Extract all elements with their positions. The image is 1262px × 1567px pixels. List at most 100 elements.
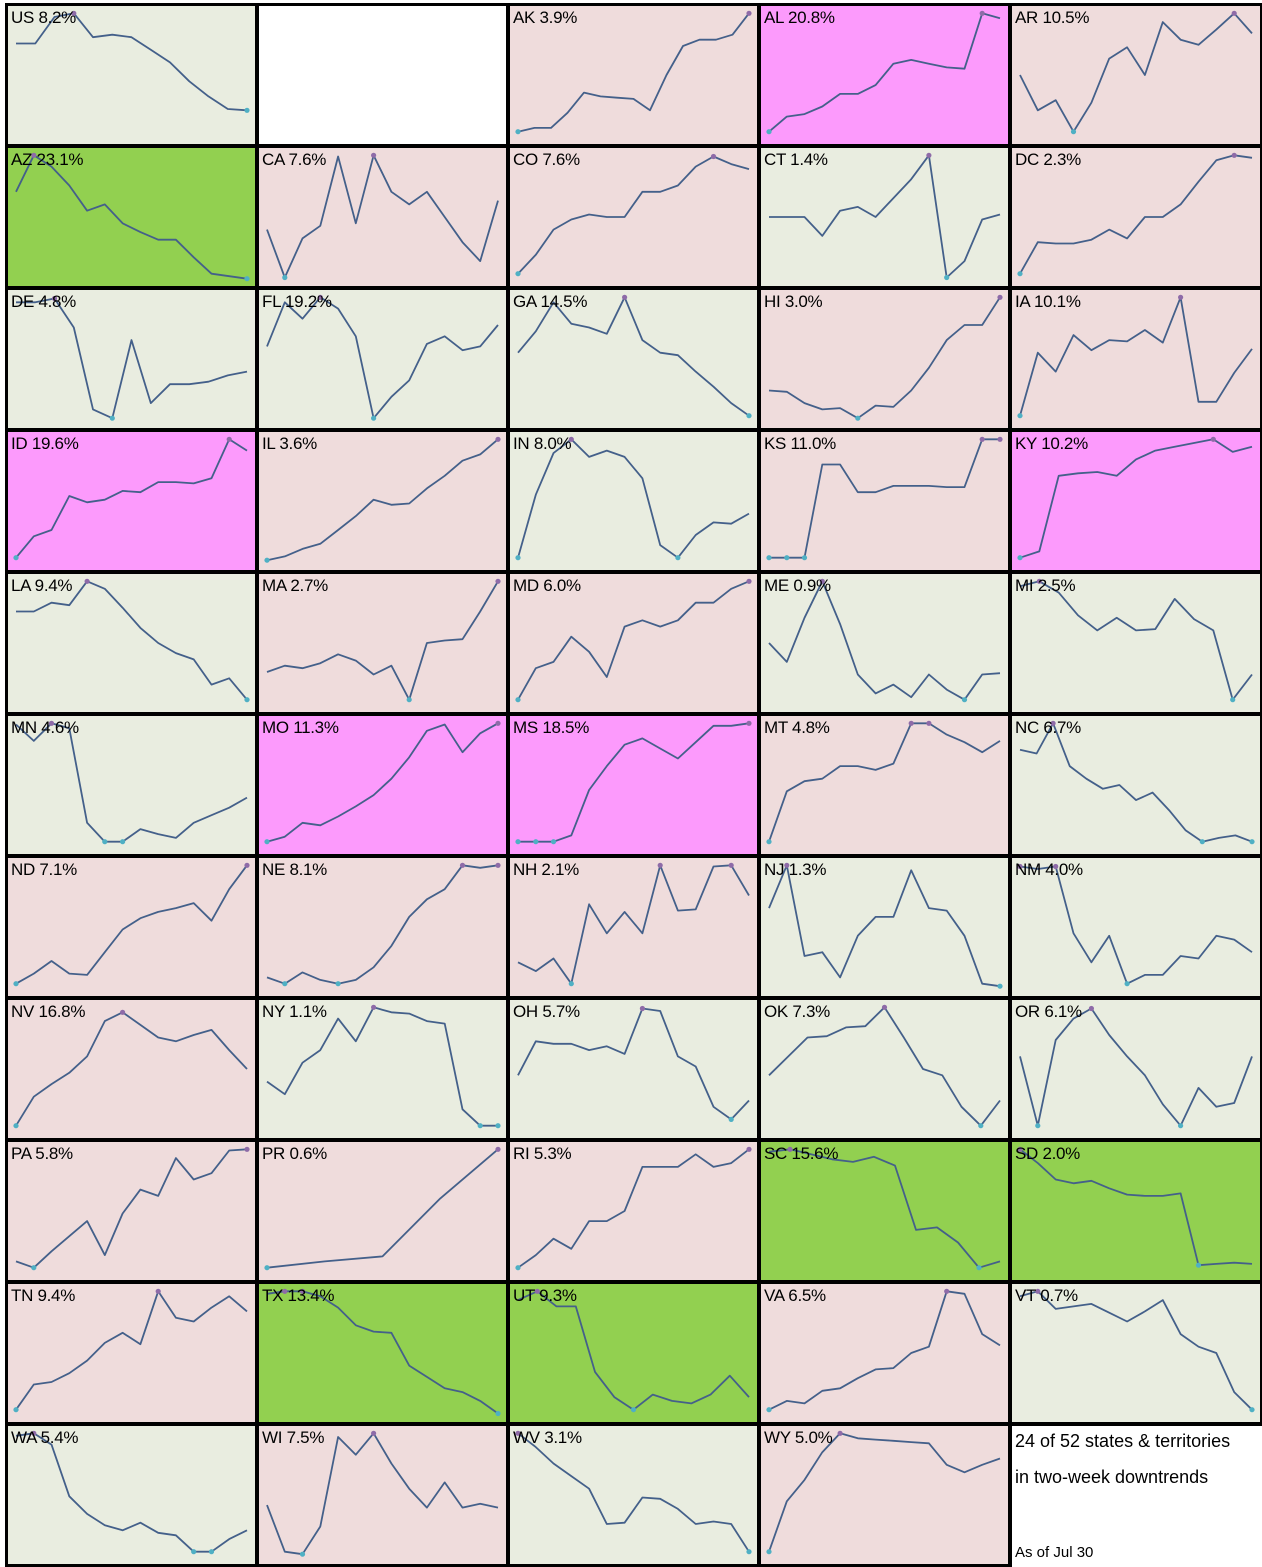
max-point xyxy=(1050,720,1056,726)
max-point xyxy=(515,1430,521,1436)
sparkline-ga xyxy=(517,294,752,419)
sparkline-or xyxy=(1019,1005,1253,1129)
trend-line xyxy=(1019,12,1253,133)
min-point xyxy=(746,1549,752,1555)
max-point xyxy=(371,1430,377,1436)
trend-line xyxy=(1019,580,1253,701)
sparkline-cell-il: IL 3.6% xyxy=(256,429,509,573)
sparkline-cell-fl: FL 19.2% xyxy=(256,287,509,431)
max-point xyxy=(371,1004,377,1010)
trend-line xyxy=(16,297,248,420)
sparkline-tx xyxy=(266,1288,501,1417)
cell-label: MS 18.5% xyxy=(513,718,590,737)
cell-label: US 8.2% xyxy=(11,8,76,27)
sparkline-ny xyxy=(266,1004,501,1129)
max-point xyxy=(371,152,377,158)
min-point xyxy=(13,981,19,987)
sparkline-cell-ma: MA 2.7% xyxy=(256,571,509,715)
trend-line xyxy=(517,1290,750,1411)
sparkline-cell-ok: OK 7.3% xyxy=(758,997,1011,1141)
sparkline-ky xyxy=(1017,436,1253,561)
min-point xyxy=(371,415,377,421)
trend-line xyxy=(517,580,750,701)
trend-line xyxy=(769,438,1000,559)
min-point xyxy=(766,555,772,561)
cell-label: WV 3.1% xyxy=(513,1428,582,1447)
sparkline-ks xyxy=(766,436,1003,561)
cell-label: IN 8.0% xyxy=(513,434,572,453)
sparkline-cell-ky: KY 10.2% xyxy=(1009,429,1262,573)
min-point xyxy=(801,555,808,561)
sparkline-cell-nj: NJ 1.3% xyxy=(758,855,1011,999)
trend-line xyxy=(768,1432,1001,1552)
max-point xyxy=(71,10,77,16)
trend-line xyxy=(768,1006,1001,1127)
cell-label: NY 1.1% xyxy=(262,1002,327,1021)
cell-label: HI 3.0% xyxy=(764,292,823,311)
cell-label: OR 6.1% xyxy=(1015,1002,1082,1021)
sparkline-cell-nm: NM 4.0% xyxy=(1009,855,1262,999)
sparkline-oh xyxy=(517,1005,750,1122)
sparkline-il xyxy=(264,436,501,563)
cell-label: ME 0.9% xyxy=(764,576,831,595)
sparkline-cell-pa: PA 5.8% xyxy=(5,1139,258,1283)
max-point xyxy=(317,294,323,300)
max-point xyxy=(120,1009,126,1015)
sparkline-cell-hi: HI 3.0% xyxy=(758,287,1011,431)
max-point xyxy=(908,720,914,726)
max-point xyxy=(1053,863,1059,870)
min-point xyxy=(515,555,521,561)
sparkline-nm xyxy=(1017,863,1253,987)
max-point xyxy=(746,1146,752,1152)
max-point xyxy=(534,1288,540,1294)
sparkline-la xyxy=(16,578,250,703)
min-point xyxy=(1017,413,1023,419)
max-point xyxy=(881,1004,888,1010)
max-point xyxy=(657,862,663,868)
trend-line xyxy=(266,154,499,279)
min-point xyxy=(208,1549,215,1555)
cell-label: NE 8.1% xyxy=(262,860,327,879)
trend-line xyxy=(1019,438,1253,559)
cell-label: IL 3.6% xyxy=(262,434,317,453)
max-point xyxy=(51,295,58,302)
min-point xyxy=(976,1265,982,1271)
min-point xyxy=(1230,697,1236,703)
min-point xyxy=(191,1549,197,1555)
min-point xyxy=(766,1407,772,1413)
max-point xyxy=(1231,10,1237,16)
min-point xyxy=(515,271,521,277)
sparkline-de xyxy=(16,295,248,421)
sparkline-wv xyxy=(515,1430,752,1555)
max-point xyxy=(746,720,752,726)
trend-line xyxy=(266,1148,499,1269)
cell-label: MN 4.6% xyxy=(11,718,79,737)
min-point xyxy=(997,983,1003,989)
sparkline-cell-mt: MT 4.8% xyxy=(758,713,1011,857)
sparkline-sc xyxy=(768,1146,1001,1271)
summary-line-1: 24 of 52 states & territories xyxy=(1015,1431,1231,1451)
sparkline-cell-al: AL 20.8% xyxy=(758,3,1011,147)
max-point xyxy=(495,1146,501,1152)
sparkline-cell-wa: WA 5.4% xyxy=(5,1423,258,1567)
trend-line xyxy=(266,864,499,985)
sparkline-mn xyxy=(15,720,248,845)
sparkline-cell-pr: PR 0.6% xyxy=(256,1139,509,1283)
cell-label: PA 5.8% xyxy=(11,1144,73,1163)
sparkline-pa xyxy=(15,1146,250,1271)
min-point xyxy=(515,839,521,845)
sparkline-ne xyxy=(266,862,501,987)
min-point xyxy=(299,1551,306,1557)
sparkline-wi xyxy=(266,1430,499,1557)
sparkline-cell-tx: TX 13.4% xyxy=(256,1281,509,1425)
sparkline-fl xyxy=(266,294,499,421)
sparkline-cell-tn: TN 9.4% xyxy=(5,1281,258,1425)
min-point xyxy=(244,107,250,113)
min-point xyxy=(515,697,521,703)
trend-line xyxy=(15,438,248,559)
trend-line xyxy=(1019,865,1253,985)
sparkline-sd xyxy=(1017,1146,1253,1268)
sparkline-cell-va: VA 6.5% xyxy=(758,1281,1011,1425)
trend-line xyxy=(15,154,248,280)
sparkline-cell-id: ID 19.6% xyxy=(5,429,258,573)
